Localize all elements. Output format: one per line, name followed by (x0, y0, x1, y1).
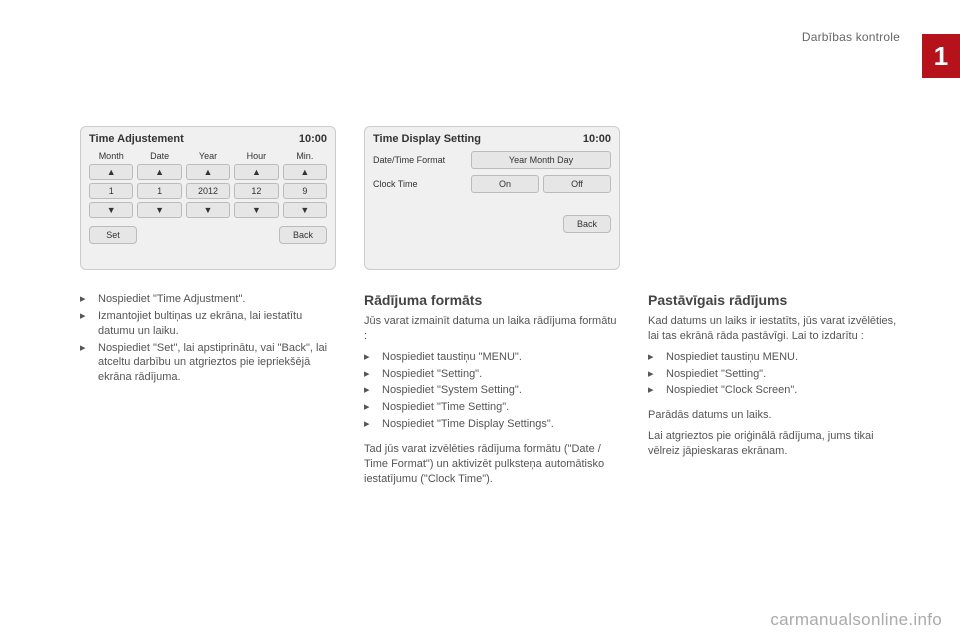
device1-clock: 10:00 (299, 133, 327, 145)
down-arrow-icon[interactable]: ▼ (283, 202, 327, 218)
tds-row1-label: Date/Time Format (373, 155, 463, 165)
ta-down-row: ▼ ▼ ▼ ▼ ▼ (89, 202, 327, 218)
ta-up-row: ▲ ▲ ▲ ▲ ▲ (89, 164, 327, 180)
up-arrow-icon[interactable]: ▲ (137, 164, 181, 180)
col2-item: Nospiediet "System Setting". (382, 383, 522, 398)
bullet-icon: ▸ (648, 383, 658, 398)
up-arrow-icon[interactable]: ▲ (283, 164, 327, 180)
bullet-icon: ▸ (80, 341, 90, 386)
device1-title: Time Adjustement (89, 133, 184, 145)
down-arrow-icon[interactable]: ▼ (234, 202, 278, 218)
col3-item: Nospiediet taustiņu MENU. (666, 350, 798, 365)
col2-item: Nospiediet "Time Setting". (382, 400, 509, 415)
col2-outro: Tad jūs varat izvēlēties rādījuma formāt… (364, 442, 620, 487)
bullet-icon: ▸ (364, 400, 374, 415)
ta-label-hour: Hour (234, 151, 278, 161)
bullet-icon: ▸ (648, 367, 658, 382)
col2-item: Nospiediet "Setting". (382, 367, 482, 382)
ta-value-year: 2012 (186, 183, 230, 199)
up-arrow-icon[interactable]: ▲ (186, 164, 230, 180)
set-button[interactable]: Set (89, 226, 137, 244)
col1-bullets: ▸ Nospiediet "Time Adjustment". ▸ Izmantoj… (80, 292, 336, 385)
col3-outro1: Parādās datums un laiks. (648, 408, 900, 423)
ta-label-min: Min. (283, 151, 327, 161)
clock-on-button[interactable]: On (471, 175, 539, 193)
bullet-icon: ▸ (364, 350, 374, 365)
chapter-tab: 1 (922, 34, 960, 78)
ta-value-row: 1 1 2012 12 9 (89, 183, 327, 199)
watermark: carmanualsonline.info (770, 610, 942, 630)
section-title: Darbības kontrole (802, 30, 900, 44)
device2-clock: 10:00 (583, 133, 611, 145)
device2-title: Time Display Setting (373, 133, 481, 145)
col3-item: Nospiediet "Clock Screen". (666, 383, 797, 398)
col3-item: Nospiediet "Setting". (666, 367, 766, 382)
header-section: Darbības kontrole (80, 30, 900, 44)
time-adjustment-screenshot: Time Adjustement 10:00 Month Date Year H… (80, 126, 336, 270)
down-arrow-icon[interactable]: ▼ (186, 202, 230, 218)
bullet-icon: ▸ (364, 417, 374, 432)
col3-intro: Kad datums un laiks ir iestatīts, jūs va… (648, 314, 900, 344)
col1-item: Nospiediet "Set", lai apstiprinātu, vai … (98, 341, 336, 386)
column-1: Time Adjustement 10:00 Month Date Year H… (80, 126, 336, 492)
ta-label-date: Date (137, 151, 181, 161)
back-button[interactable]: Back (279, 226, 327, 244)
col1-item: Nospiediet "Time Adjustment". (98, 292, 245, 307)
down-arrow-icon[interactable]: ▼ (137, 202, 181, 218)
col2-bullets: ▸ Nospiediet taustiņu "MENU". ▸ Nospiediet… (364, 350, 620, 432)
ta-value-min: 9 (283, 183, 327, 199)
column-2: Time Display Setting 10:00 Date/Time For… (364, 126, 620, 492)
ta-value-month: 1 (89, 183, 133, 199)
bullet-icon: ▸ (80, 292, 90, 307)
time-display-setting-screenshot: Time Display Setting 10:00 Date/Time For… (364, 126, 620, 270)
col3-bullets: ▸ Nospiediet taustiņu MENU. ▸ Nospiediet "… (648, 350, 900, 399)
ta-label-month: Month (89, 151, 133, 161)
col3-heading: Pastāvīgais rādījums (648, 292, 900, 308)
col2-item: Nospiediet taustiņu "MENU". (382, 350, 522, 365)
bullet-icon: ▸ (80, 309, 90, 339)
clock-off-button[interactable]: Off (543, 175, 611, 193)
down-arrow-icon[interactable]: ▼ (89, 202, 133, 218)
tds-row2-label: Clock Time (373, 179, 463, 189)
ta-label-year: Year (186, 151, 230, 161)
column-3: Pastāvīgais rādījums Kad datums un laiks… (648, 292, 900, 492)
ta-value-date: 1 (137, 183, 181, 199)
up-arrow-icon[interactable]: ▲ (89, 164, 133, 180)
tds-row1-value[interactable]: Year Month Day (471, 151, 611, 169)
ta-value-hour: 12 (234, 183, 278, 199)
bullet-icon: ▸ (364, 383, 374, 398)
bullet-icon: ▸ (364, 367, 374, 382)
chapter-number: 1 (934, 41, 948, 72)
bullet-icon: ▸ (648, 350, 658, 365)
col2-item: Nospiediet "Time Display Settings". (382, 417, 554, 432)
col1-item: Izmantojiet bultiņas uz ekrāna, lai iest… (98, 309, 336, 339)
col2-intro: Jūs varat izmainīt datuma un laika rādīj… (364, 314, 620, 344)
back-button[interactable]: Back (563, 215, 611, 233)
col2-heading: Rādījuma formāts (364, 292, 620, 308)
col3-outro2: Lai atgrieztos pie oriģinālā rādījuma, j… (648, 429, 900, 459)
up-arrow-icon[interactable]: ▲ (234, 164, 278, 180)
ta-labels: Month Date Year Hour Min. (89, 151, 327, 161)
